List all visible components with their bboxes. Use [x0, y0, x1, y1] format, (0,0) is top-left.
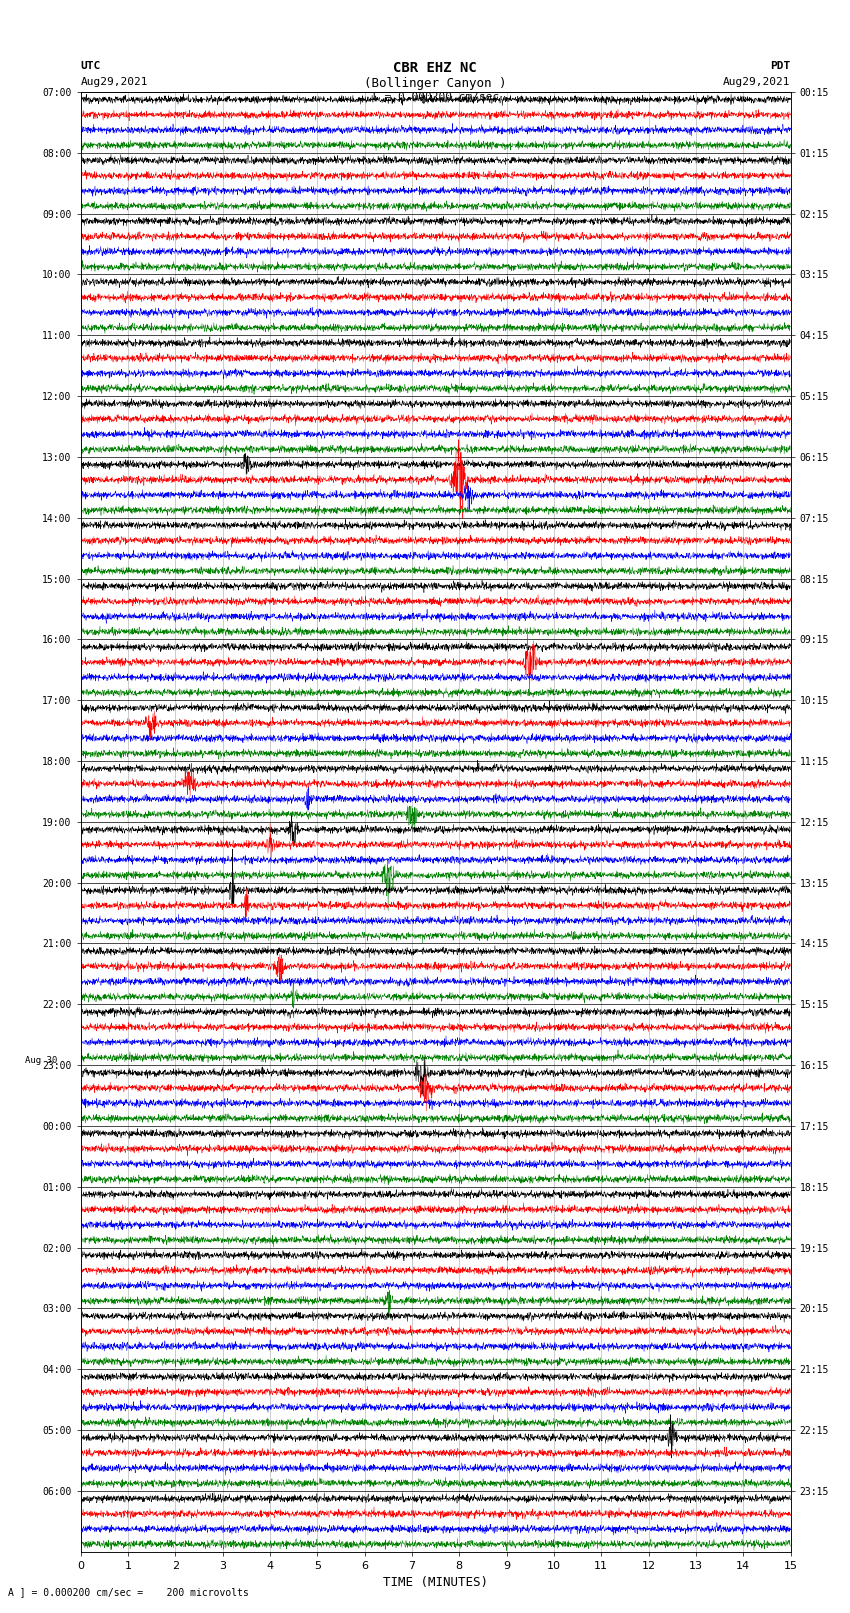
Text: Aug29,2021: Aug29,2021: [723, 77, 791, 87]
Text: (Bollinger Canyon ): (Bollinger Canyon ): [364, 77, 507, 90]
Text: PDT: PDT: [770, 61, 790, 71]
Text: Aug 30: Aug 30: [25, 1057, 57, 1065]
Text: A ] = 0.000200 cm/sec =    200 microvolts: A ] = 0.000200 cm/sec = 200 microvolts: [8, 1587, 249, 1597]
Text: UTC: UTC: [81, 61, 101, 71]
Text: I = 0.000200 cm/sec: I = 0.000200 cm/sec: [371, 92, 499, 102]
Text: CBR EHZ NC: CBR EHZ NC: [394, 61, 477, 76]
X-axis label: TIME (MINUTES): TIME (MINUTES): [383, 1576, 488, 1589]
Text: Aug29,2021: Aug29,2021: [81, 77, 148, 87]
